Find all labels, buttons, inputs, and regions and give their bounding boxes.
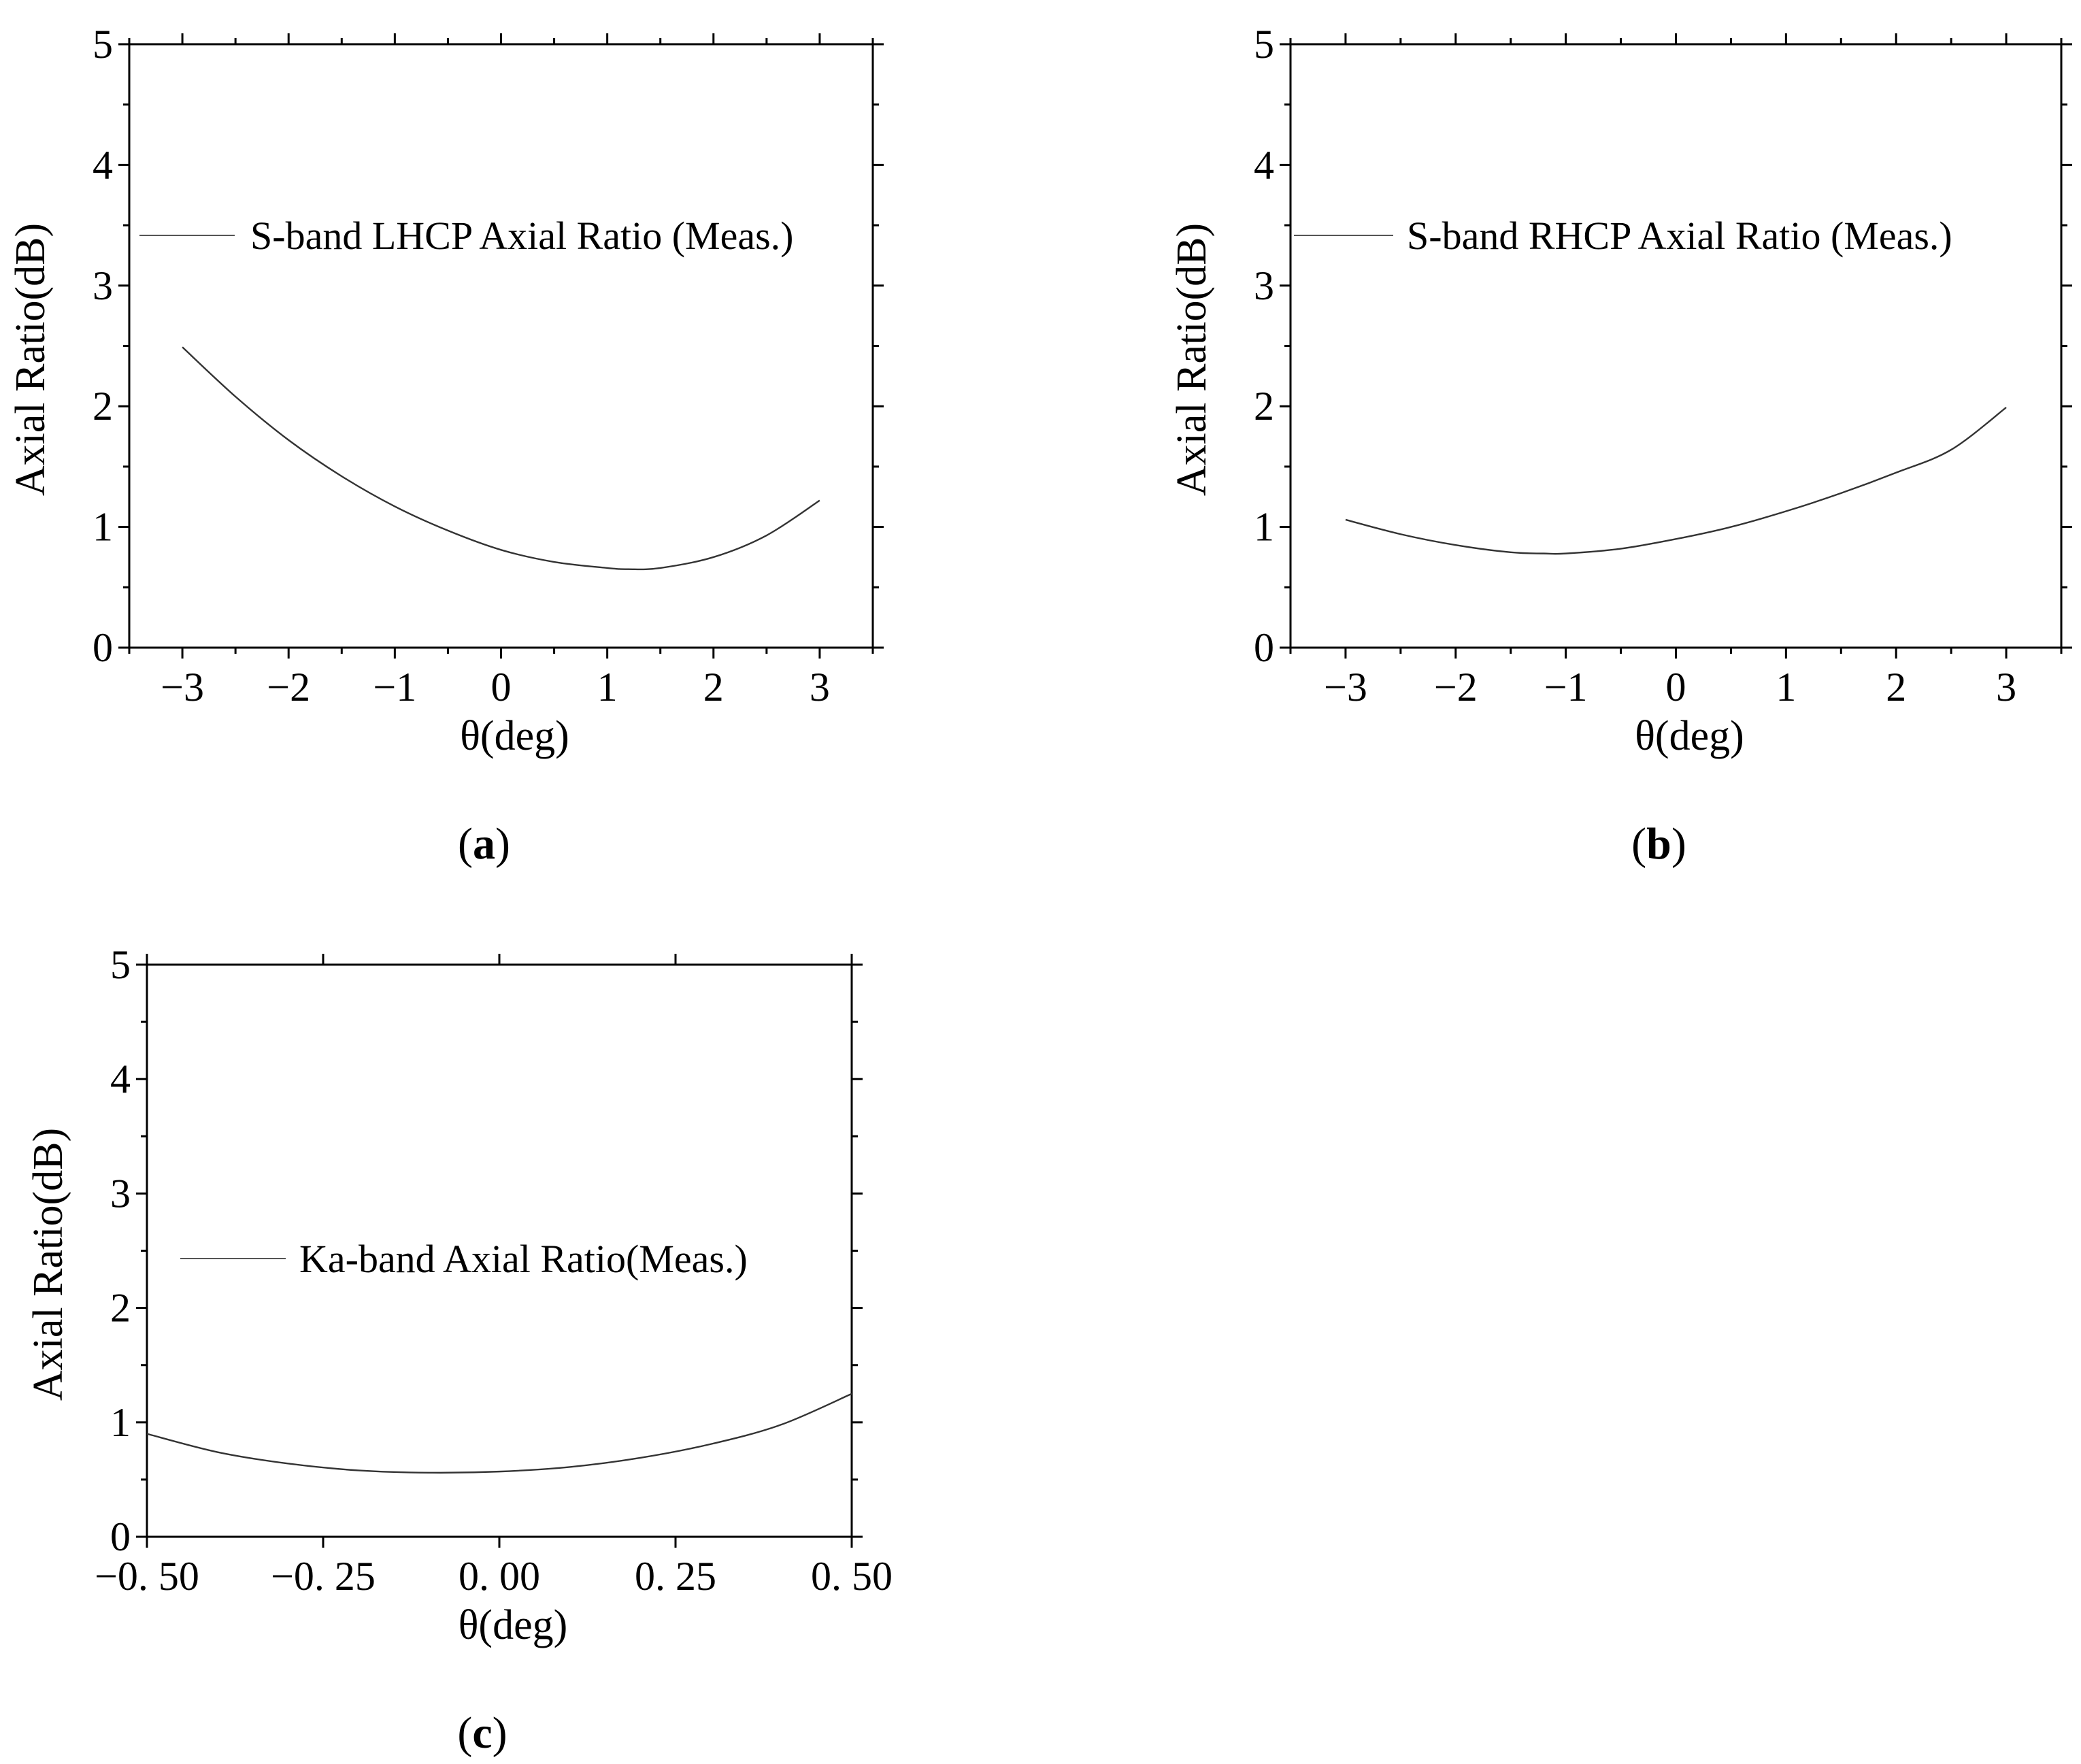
y-tick-label: 5 xyxy=(110,942,131,987)
y-tick-label: 3 xyxy=(110,1171,131,1216)
y-tick-label: 1 xyxy=(1254,505,1274,550)
x-tick-label: −1 xyxy=(373,665,416,710)
chart-panel-a: 0 1 2 3 4 5 −3 −2 −1 0 1 2 3 θ(deg) Axial Ratio(dB) S-b… xyxy=(7,22,884,869)
x-tick-label: 3 xyxy=(1996,665,2016,710)
x-tick-label: 0. 25 xyxy=(635,1554,716,1599)
plot-frame xyxy=(1289,43,2063,649)
x-tick-label: −3 xyxy=(1324,665,1367,710)
y-tick-label: 4 xyxy=(110,1056,131,1101)
y-tick-label: 0 xyxy=(1254,625,1274,670)
x-axis-label: θ(deg) xyxy=(1635,713,1744,759)
series-line xyxy=(1345,407,2007,555)
legend-label: Ka-band Axial Ratio(Meas.) xyxy=(299,1237,748,1281)
x-tick-label: −0. 25 xyxy=(271,1554,376,1599)
y-tick-label: 5 xyxy=(1254,22,1274,67)
y-tick-label: 1 xyxy=(93,505,113,550)
panel-label: (a) xyxy=(458,819,510,869)
x-tick-label: −2 xyxy=(267,665,310,710)
x-tick-label: 1 xyxy=(1776,665,1796,710)
panel-label: (c) xyxy=(457,1708,507,1758)
series-line xyxy=(146,1393,852,1474)
x-tick-label: 0. 50 xyxy=(811,1554,893,1599)
y-tick-label: 0 xyxy=(110,1514,131,1559)
legend-label: S-band RHCP Axial Ratio (Meas.) xyxy=(1407,214,1952,258)
x-tick-label: 0 xyxy=(491,665,512,710)
y-tick-label: 2 xyxy=(1254,384,1274,429)
y-tick-label: 2 xyxy=(93,384,113,429)
x-axis-label: θ(deg) xyxy=(460,713,569,759)
x-tick-label: −1 xyxy=(1544,665,1588,710)
chart-panel-b: 0 1 2 3 4 5 −3 −2 −1 0 1 2 3 θ(deg) Axial Ratio(dB) S-b… xyxy=(1169,22,2072,869)
y-tick-label: 3 xyxy=(1254,263,1274,308)
x-tick-label: 3 xyxy=(810,665,830,710)
panel-label: (b) xyxy=(1631,819,1686,869)
x-axis-label: θ(deg) xyxy=(459,1602,568,1648)
x-tick-label: 2 xyxy=(703,665,724,710)
x-tick-label: −2 xyxy=(1434,665,1478,710)
x-tick-label: 0 xyxy=(1666,665,1686,710)
x-tick-label: −0. 50 xyxy=(95,1554,199,1599)
y-tick-label: 1 xyxy=(110,1400,131,1445)
y-axis-label: Axial Ratio(dB) xyxy=(25,1128,71,1401)
series-line xyxy=(182,346,820,571)
y-tick-label: 3 xyxy=(93,263,113,308)
legend-label: S-band LHCP Axial Ratio (Meas.) xyxy=(250,214,794,258)
chart-panel-c: 0 1 2 3 4 5 −0. 50 −0. 25 0. 00 0. 25 0. 50 θ(deg) A… xyxy=(25,942,893,1758)
plot-frame xyxy=(128,43,874,649)
y-axis-label: Axial Ratio(dB) xyxy=(1169,223,1215,496)
y-tick-label: 2 xyxy=(110,1286,131,1331)
y-tick-label: 4 xyxy=(93,142,113,187)
y-tick-label: 5 xyxy=(93,22,113,67)
y-tick-label: 0 xyxy=(93,625,113,670)
x-tick-label: 2 xyxy=(1886,665,1906,710)
x-tick-label: 1 xyxy=(597,665,618,710)
y-tick-label: 4 xyxy=(1254,142,1274,187)
x-tick-label: 0. 00 xyxy=(459,1554,540,1599)
y-axis-label: Axial Ratio(dB) xyxy=(7,223,54,496)
x-tick-label: −3 xyxy=(161,665,204,710)
